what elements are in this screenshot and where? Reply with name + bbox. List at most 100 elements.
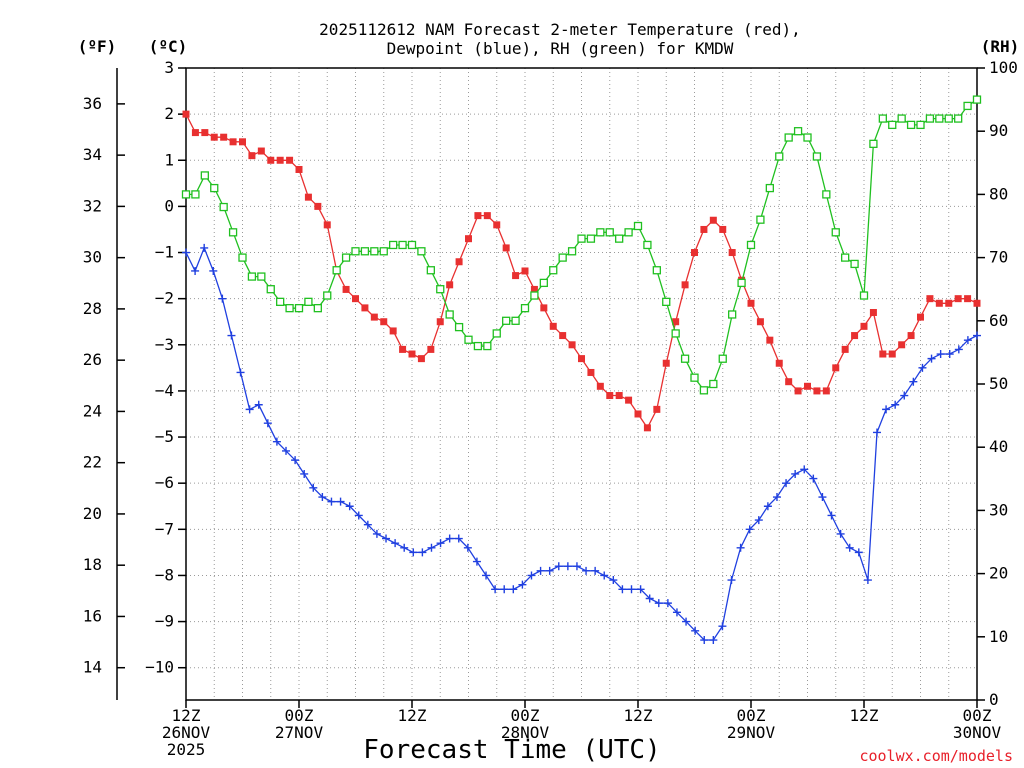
data-point bbox=[191, 129, 199, 137]
data-point bbox=[634, 410, 642, 418]
data-point bbox=[238, 253, 247, 262]
credit-text: coolwx.com/models bbox=[859, 747, 1013, 765]
data-point bbox=[351, 247, 360, 256]
data-point bbox=[267, 156, 275, 164]
data-point bbox=[869, 139, 878, 148]
data-point bbox=[836, 529, 845, 538]
data-point bbox=[382, 534, 391, 543]
data-point bbox=[600, 571, 609, 580]
data-point bbox=[502, 244, 510, 252]
data-point bbox=[474, 212, 482, 220]
data-point bbox=[229, 138, 237, 146]
data-point bbox=[925, 114, 935, 123]
data-point bbox=[700, 636, 709, 645]
data-point bbox=[927, 354, 936, 363]
data-point bbox=[407, 240, 417, 250]
data-point bbox=[536, 566, 545, 575]
data-point bbox=[763, 502, 772, 511]
celsius-tick-label: −3 bbox=[155, 335, 174, 354]
data-point bbox=[426, 266, 435, 275]
data-point bbox=[663, 599, 672, 608]
data-point bbox=[800, 465, 809, 474]
data-point bbox=[671, 329, 680, 338]
data-point bbox=[182, 248, 190, 257]
fahrenheit-tick-label: 18 bbox=[83, 555, 102, 574]
data-point bbox=[841, 345, 849, 353]
data-point bbox=[944, 114, 953, 123]
data-point bbox=[954, 114, 963, 123]
data-point bbox=[785, 378, 793, 386]
data-point bbox=[587, 368, 595, 376]
data-point bbox=[549, 322, 557, 330]
data-point bbox=[558, 253, 567, 262]
rh-tick-label: 90 bbox=[989, 121, 1008, 140]
data-point bbox=[191, 266, 200, 275]
data-point bbox=[718, 354, 727, 363]
data-point bbox=[917, 313, 924, 321]
data-point bbox=[898, 341, 906, 349]
data-point bbox=[709, 379, 718, 389]
data-point bbox=[370, 247, 379, 256]
data-point bbox=[766, 336, 774, 344]
data-point bbox=[220, 133, 228, 141]
data-point bbox=[545, 566, 554, 575]
data-point bbox=[936, 350, 945, 359]
fahrenheit-tick-label: 34 bbox=[83, 145, 102, 164]
data-point bbox=[493, 221, 501, 229]
data-point bbox=[596, 228, 605, 237]
data-point bbox=[218, 294, 227, 303]
series-2-meter-temperature bbox=[182, 110, 981, 432]
x-tick-label: 12Z bbox=[172, 706, 201, 725]
data-point bbox=[549, 266, 558, 275]
data-point bbox=[454, 322, 464, 332]
data-point bbox=[332, 266, 341, 275]
data-point bbox=[756, 215, 765, 224]
rh-tick-label: 60 bbox=[989, 311, 1008, 330]
data-point bbox=[719, 225, 727, 233]
data-point bbox=[662, 297, 671, 306]
data-point bbox=[227, 331, 236, 340]
data-point bbox=[772, 493, 781, 502]
data-point bbox=[859, 291, 869, 300]
data-point bbox=[618, 585, 627, 594]
x-tick-label: 28NOV bbox=[501, 723, 550, 742]
data-point bbox=[784, 133, 793, 142]
data-point bbox=[803, 133, 812, 142]
data-point bbox=[709, 216, 717, 224]
series-line bbox=[185, 246, 978, 641]
data-point bbox=[559, 332, 567, 340]
rh-unit-label: (RH) bbox=[981, 37, 1020, 56]
data-point bbox=[286, 156, 294, 164]
data-point bbox=[398, 240, 407, 250]
series-layer bbox=[181, 95, 982, 645]
data-point bbox=[521, 267, 529, 275]
data-point bbox=[636, 585, 645, 594]
data-point bbox=[954, 295, 962, 303]
data-point bbox=[455, 258, 463, 266]
chart-axes: 3210−1−2−3−4−5−6−7−8−9−10363432302826242… bbox=[83, 58, 1018, 759]
data-point bbox=[681, 281, 689, 289]
data-point bbox=[818, 493, 827, 502]
data-point bbox=[935, 114, 944, 123]
chart-title-line-1: 2025112612 NAM Forecast 2-meter Temperat… bbox=[319, 20, 801, 39]
data-point bbox=[567, 247, 577, 256]
data-point bbox=[228, 228, 238, 237]
chart-title-line-2: Dewpoint (blue), RH (green) for KMDW bbox=[387, 39, 734, 58]
data-point bbox=[643, 240, 652, 250]
data-point bbox=[182, 110, 190, 118]
data-point bbox=[718, 622, 727, 631]
data-point bbox=[609, 576, 618, 585]
data-point bbox=[379, 247, 388, 256]
data-point bbox=[445, 534, 454, 543]
data-point bbox=[809, 474, 818, 483]
data-point bbox=[690, 373, 699, 382]
data-point bbox=[291, 456, 300, 465]
data-point bbox=[699, 386, 709, 395]
data-point bbox=[882, 405, 891, 414]
data-point bbox=[643, 424, 651, 432]
data-point bbox=[906, 120, 916, 130]
data-point bbox=[323, 221, 331, 229]
data-point bbox=[445, 310, 454, 319]
data-point bbox=[540, 304, 548, 312]
